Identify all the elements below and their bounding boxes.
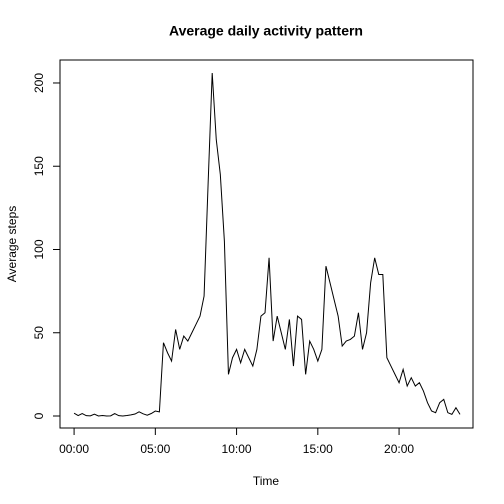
x-tick-label: 20:00 [384,442,414,456]
y-tick-label: 150 [32,156,46,176]
plot-box [59,59,474,429]
y-axis-label: Average steps [5,206,19,283]
y-tick-label: 50 [32,326,46,340]
chart-title: Average daily activity pattern [169,23,363,39]
x-tick-label: 10:00 [222,442,252,456]
line [73,72,461,417]
x-tick-label: 05:00 [140,442,170,456]
y-tick-label: 0 [32,412,46,419]
y-tick-label: 200 [32,73,46,93]
x-tick-label: 15:00 [303,442,333,456]
x-tick-label: 00:00 [59,442,89,456]
x-axis-label: Time [253,474,280,488]
y-tick-label: 100 [32,239,46,259]
